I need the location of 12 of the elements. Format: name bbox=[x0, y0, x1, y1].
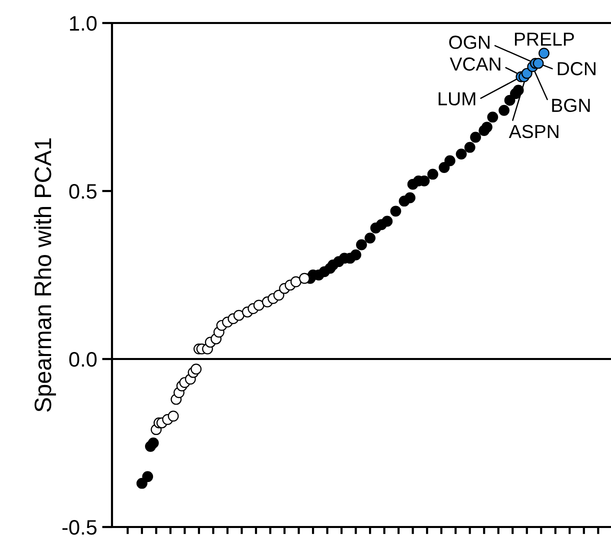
y-tick-label: 1.0 bbox=[70, 16, 97, 31]
annotation: VCAN bbox=[450, 57, 500, 71]
y-axis-title: Spearman Rho with PCA1 bbox=[34, 138, 56, 412]
annotation: OGN bbox=[449, 36, 490, 49]
y-tick-label: 0.0 bbox=[69, 352, 97, 367]
annotation: BGN bbox=[552, 98, 590, 112]
annotation: LUM bbox=[438, 92, 476, 106]
y-tick-label: 0.5 bbox=[69, 184, 97, 199]
annotation: PRELP bbox=[514, 32, 574, 46]
annotation: ASPN bbox=[508, 124, 558, 138]
y-tick-label: -0.5 bbox=[62, 520, 97, 535]
annotation: DCN bbox=[558, 62, 596, 76]
